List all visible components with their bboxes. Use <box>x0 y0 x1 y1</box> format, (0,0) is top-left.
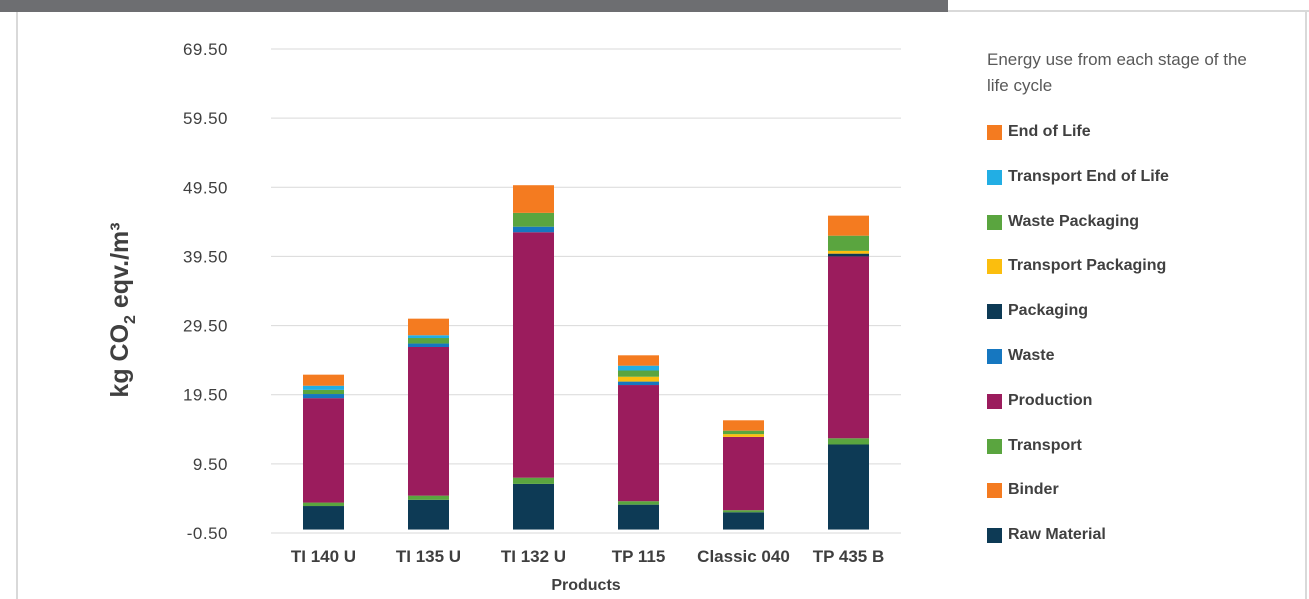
bar-segment <box>513 477 554 484</box>
legend-label: Binder <box>1008 481 1059 499</box>
bar-segment <box>828 250 869 254</box>
legend-label: End of Life <box>1008 123 1091 140</box>
x-axis-label: Products <box>551 577 620 594</box>
bar-segment <box>513 212 554 227</box>
bar-segment <box>723 434 764 437</box>
y-axis-ticks: 69.50 59.50 49.50 39.50 29.50 19.50 9.50 -0.50 <box>183 40 228 543</box>
bar-segment <box>618 365 659 371</box>
top-banner-bar <box>0 0 948 12</box>
bar-segment <box>618 376 659 382</box>
bar-segment <box>513 232 554 478</box>
legend-label: Waste Packaging <box>1008 212 1140 230</box>
bar-segment <box>513 483 554 530</box>
x-category-label: TI 132 U <box>501 547 566 566</box>
y-tick-label: 19.50 <box>183 386 228 405</box>
y-tick-label: -0.50 <box>187 524 228 543</box>
legend-swatch <box>987 438 1002 454</box>
bar-segment <box>408 338 449 344</box>
x-category-label: TI 140 U <box>291 547 356 566</box>
bar-segment <box>303 502 344 507</box>
bar-segment <box>618 385 659 502</box>
y-tick-label: 29.50 <box>183 317 228 336</box>
legend-swatch <box>987 483 1002 499</box>
x-axis-categories: TI 140 U TI 135 U TI 132 U TP 115 Classic 04… <box>291 547 884 566</box>
bar-segment <box>618 355 659 366</box>
bar-segment <box>828 256 869 439</box>
legend-label: Transport <box>1008 436 1082 454</box>
bar-segment <box>828 215 869 236</box>
y-tick-label: 9.50 <box>193 455 228 474</box>
legend-swatch <box>987 304 1002 320</box>
legend-swatch <box>987 214 1002 230</box>
bar-segment <box>618 504 659 530</box>
bar-segment <box>828 438 869 445</box>
bar-segment <box>723 430 764 435</box>
x-category-label: Classic 040 <box>697 547 790 566</box>
bar-segment <box>408 343 449 348</box>
bar-segment <box>618 381 659 386</box>
legend-label: Transport Packaging <box>1008 257 1167 275</box>
bar-segment <box>828 235 869 251</box>
legend-label: Transport End of Life <box>1008 167 1169 185</box>
legend-swatch <box>987 125 1002 140</box>
top-divider <box>948 10 1309 12</box>
bar-segment <box>408 499 449 530</box>
bar-segment <box>618 370 659 377</box>
bar-segment <box>303 385 344 390</box>
y-tick-label: 39.50 <box>183 247 228 266</box>
legend-label: Raw Material <box>1008 526 1106 544</box>
bar-segment <box>723 510 764 513</box>
bar-segment <box>408 347 449 496</box>
bar-segment <box>828 444 869 530</box>
y-tick-label: 49.50 <box>183 178 228 197</box>
legend-label: Waste <box>1008 347 1055 364</box>
bar-segment <box>303 394 344 399</box>
legend-swatch <box>987 393 1002 409</box>
x-category-label: TP 435 B <box>813 547 885 566</box>
bar-segment <box>618 501 659 505</box>
legend-swatch <box>987 259 1002 275</box>
bar-segment <box>303 374 344 386</box>
y-axis-label: kg CO2 eqv./m³ <box>106 222 139 397</box>
bar-segment <box>408 495 449 500</box>
bar-segment <box>303 389 344 395</box>
legend-label: Production <box>1008 391 1093 409</box>
x-category-label: TI 135 U <box>396 547 461 566</box>
legend-title: Energy use from each stage of the life c… <box>987 50 1247 95</box>
right-divider <box>1305 12 1307 599</box>
legend-swatch <box>987 528 1002 544</box>
bar-segment <box>723 420 764 431</box>
bar-segment <box>408 318 449 336</box>
bar-segment <box>723 436 764 511</box>
bar-segment <box>513 226 554 233</box>
bar-segment <box>513 185 554 213</box>
x-category-label: TP 115 <box>612 547 666 566</box>
y-tick-label: 69.50 <box>183 40 228 59</box>
bar-segment <box>828 253 869 257</box>
legend-swatch <box>987 349 1002 364</box>
legend-label: Packaging <box>1008 302 1089 320</box>
bars <box>303 185 869 530</box>
bar-segment <box>303 506 344 530</box>
left-divider <box>16 12 18 599</box>
gridlines <box>271 48 901 534</box>
bar-segment <box>723 512 764 530</box>
legend-swatch <box>987 169 1002 185</box>
bar-segment <box>408 335 449 339</box>
y-tick-label: 59.50 <box>183 109 228 128</box>
bar-segment <box>303 398 344 503</box>
